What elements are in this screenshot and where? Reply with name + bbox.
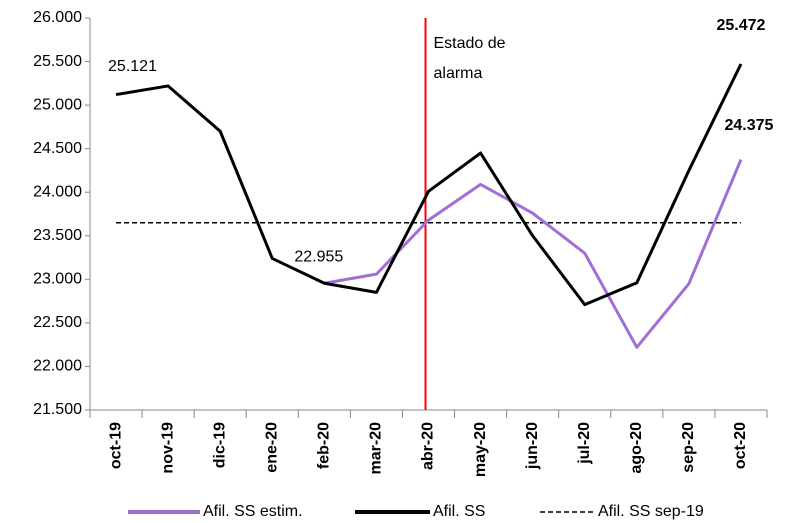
annotation: Estado de [434, 35, 506, 52]
y-tick-label: 22.000 [33, 358, 82, 375]
x-tick-label: abr-20 [420, 422, 437, 470]
data-label: 24.375 [724, 117, 773, 134]
y-tick-label: 23.500 [33, 227, 82, 244]
legend-label: Afil. SS estim. [203, 503, 303, 520]
x-tick-label: feb-20 [316, 422, 333, 469]
x-tick-label: jul-20 [576, 422, 593, 465]
x-tick-label: sep-20 [680, 422, 697, 473]
y-tick-label: 25.000 [33, 96, 82, 113]
x-tick-label: ene-20 [263, 422, 280, 473]
series-line [115, 63, 743, 307]
y-tick-label: 24.500 [33, 140, 82, 157]
data-label: 22.955 [294, 248, 343, 265]
data-label: 25.472 [716, 17, 765, 34]
x-tick-label: dic-19 [211, 422, 228, 468]
x-tick-label: mar-20 [368, 422, 385, 475]
x-tick-label: jun-20 [524, 422, 541, 470]
x-tick-label: ago-20 [628, 422, 645, 474]
x-tick-label: may-20 [472, 422, 489, 477]
x-tick-label: oct-20 [732, 422, 749, 469]
y-tick-label: 22.500 [33, 314, 82, 331]
legend-label: Afil. SS [433, 503, 485, 520]
x-tick-label: nov-19 [159, 422, 176, 474]
y-tick-label: 26.000 [33, 9, 82, 26]
x-tick-label: oct-19 [107, 422, 124, 469]
series-line [324, 158, 743, 349]
annotation: alarma [434, 65, 483, 82]
y-tick-label: 21.500 [33, 401, 82, 418]
y-tick-label: 24.000 [33, 183, 82, 200]
y-tick-label: 25.500 [33, 53, 82, 70]
data-label: 25.121 [108, 58, 157, 75]
legend-label: Afil. SS sep-19 [598, 503, 704, 520]
y-tick-label: 23.000 [33, 271, 82, 288]
